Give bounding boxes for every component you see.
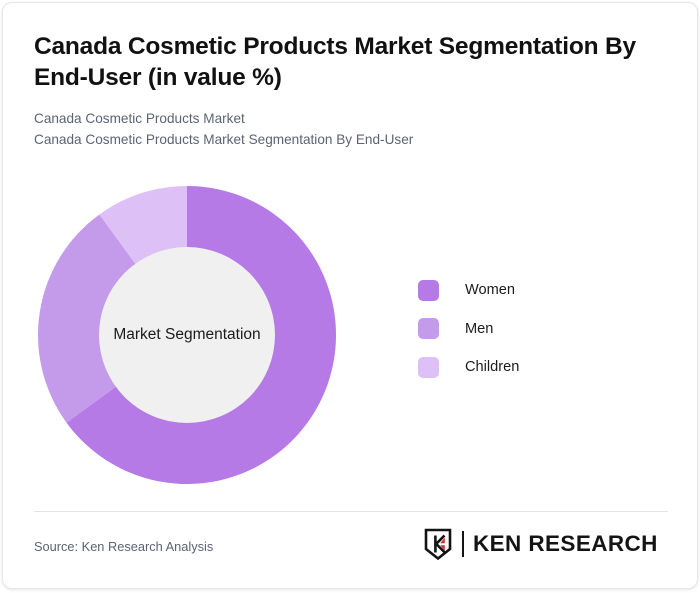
legend-label-children: Children [465,359,520,376]
donut-hole [99,247,275,423]
legend-item-men[interactable]: Men [418,310,519,349]
chart-header: Canada Cosmetic Products Market Segmenta… [34,31,654,151]
legend-swatch-children [418,356,439,378]
legend-item-women[interactable]: Women [418,271,519,310]
legend-label-men: Men [465,320,494,337]
source-text: Source: Ken Research Analysis [34,539,214,554]
legend-swatch-women [418,279,439,301]
ken-shield-icon [424,528,452,560]
chart-legend: Women Men Children [418,271,519,387]
page-title: Canada Cosmetic Products Market Segmenta… [34,33,636,92]
donut-chart: Market Segmentation [37,185,337,485]
subtitle-line-segmentation: Canada Cosmetic Products Market Segmenta… [34,131,414,147]
logo-divider [462,531,464,557]
ken-research-wordmark: KEN RESEARCH [473,531,658,556]
shield-outline [424,528,452,560]
footer-divider [34,511,668,512]
legend-item-children[interactable]: Children [418,348,519,387]
legend-label-women: Women [465,282,516,299]
k-arms [434,534,446,554]
logo-wordmark-text: KEN RESEARCH [473,531,658,556]
donut-svg [38,186,337,484]
ken-research-logo: KEN RESEARCH [422,527,669,561]
breadcrumb: Canada Cosmetic Products Market Canada C… [34,109,654,150]
chart-plot-area: Market Segmentation Women Men Children [3,163,697,503]
legend-swatch-men [418,318,439,340]
subtitle-line-market: Canada Cosmetic Products Market [34,111,245,127]
